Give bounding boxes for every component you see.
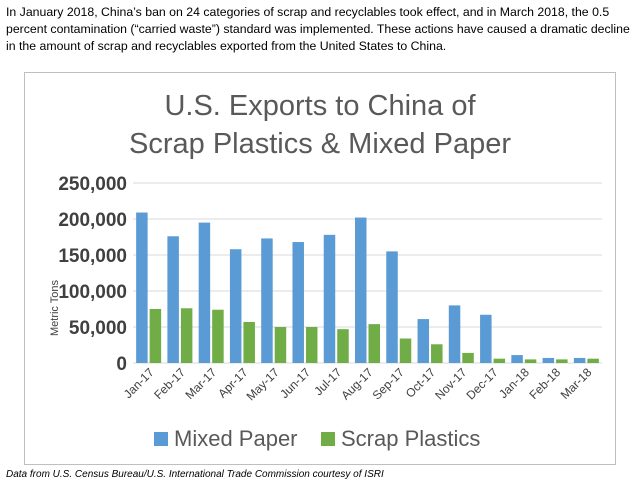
bar-mixed-paper	[542, 357, 555, 363]
x-tick-label: Dec-17	[463, 365, 500, 402]
bar-scrap-plastics	[274, 327, 287, 363]
y-tick-label: 0	[116, 354, 127, 375]
bar-scrap-plastics	[587, 358, 599, 363]
bar-mixed-paper	[323, 234, 336, 363]
y-axis-label: Metric Tons	[49, 279, 61, 336]
chart-svg: U.S. Exports to China of Scrap Plastics …	[49, 90, 602, 451]
bar-mixed-paper	[292, 242, 304, 363]
bar-scrap-plastics	[399, 338, 412, 363]
y-tick-label: 50,000	[69, 318, 127, 339]
chart-frame: U.S. Exports to China of Scrap Plastics …	[24, 72, 616, 465]
x-tick-label: Mar-17	[183, 365, 220, 402]
intro-paragraph: In January 2018, China’s ban on 24 categ…	[6, 5, 630, 53]
x-tick-label: Jan-18	[496, 365, 532, 401]
x-tick-label: Aug-17	[338, 365, 375, 402]
y-tick-label: 150,000	[58, 246, 127, 267]
x-tick-label: Jun-17	[277, 365, 313, 401]
bar-mixed-paper	[167, 236, 179, 363]
bar-mixed-paper	[448, 305, 461, 363]
bar-scrap-plastics	[524, 359, 537, 363]
legend-label-mixed-paper: Mixed Paper	[174, 426, 298, 451]
bar-scrap-plastics	[243, 321, 255, 363]
bar-scrap-plastics	[212, 309, 224, 363]
x-tick-label: Sep-17	[370, 365, 407, 402]
bar-scrap-plastics	[305, 327, 318, 363]
bar-scrap-plastics	[556, 359, 568, 363]
bar-mixed-paper	[480, 314, 492, 363]
legend-swatch-scrap-plastics	[321, 432, 335, 446]
y-tick-label: 100,000	[58, 282, 127, 303]
source-note: Data from U.S. Census Bureau/U.S. Intern…	[6, 469, 384, 480]
x-tick-label: Oct-17	[403, 365, 439, 401]
legend: Mixed Paper Scrap Plastics	[154, 426, 480, 451]
bar-mixed-paper	[261, 238, 273, 363]
bar-scrap-plastics	[462, 352, 474, 363]
chart-title-line1: U.S. Exports to China of	[164, 90, 476, 122]
bar-mixed-paper	[511, 355, 523, 363]
chart-title-line2: Scrap Plastics & Mixed Paper	[129, 128, 511, 160]
bar-mixed-paper	[136, 212, 148, 363]
x-tick-label: Feb-17	[151, 365, 188, 402]
bar-mixed-paper	[573, 357, 586, 363]
bar-mixed-paper	[417, 319, 430, 363]
bar-mixed-paper	[386, 251, 398, 363]
legend-swatch-mixed-paper	[154, 432, 168, 446]
bars	[136, 212, 599, 363]
x-tick-label: Feb-18	[526, 365, 563, 402]
legend-label-scrap-plastics: Scrap Plastics	[341, 426, 480, 451]
y-tick-labels: 0 50,000 100,000 150,000 200,000 250,000	[58, 174, 127, 375]
bar-mixed-paper	[355, 217, 367, 363]
bar-scrap-plastics	[368, 324, 380, 363]
bar-mixed-paper	[229, 249, 242, 363]
y-tick-label: 200,000	[58, 210, 127, 231]
bar-scrap-plastics	[180, 308, 193, 363]
x-tick-label: May-17	[244, 365, 282, 403]
y-tick-label: 250,000	[58, 174, 127, 195]
bar-scrap-plastics	[493, 358, 506, 363]
gridlines	[133, 182, 602, 364]
bar-scrap-plastics	[431, 344, 443, 363]
bar-scrap-plastics	[337, 329, 349, 363]
x-tick-label: Nov-17	[432, 365, 469, 402]
x-tick-labels: Jan-17Feb-17Mar-17Apr-17May-17Jun-17Jul-…	[121, 365, 595, 403]
x-tick-label: Mar-18	[558, 365, 595, 402]
bar-scrap-plastics	[149, 309, 162, 363]
bar-mixed-paper	[198, 222, 211, 363]
